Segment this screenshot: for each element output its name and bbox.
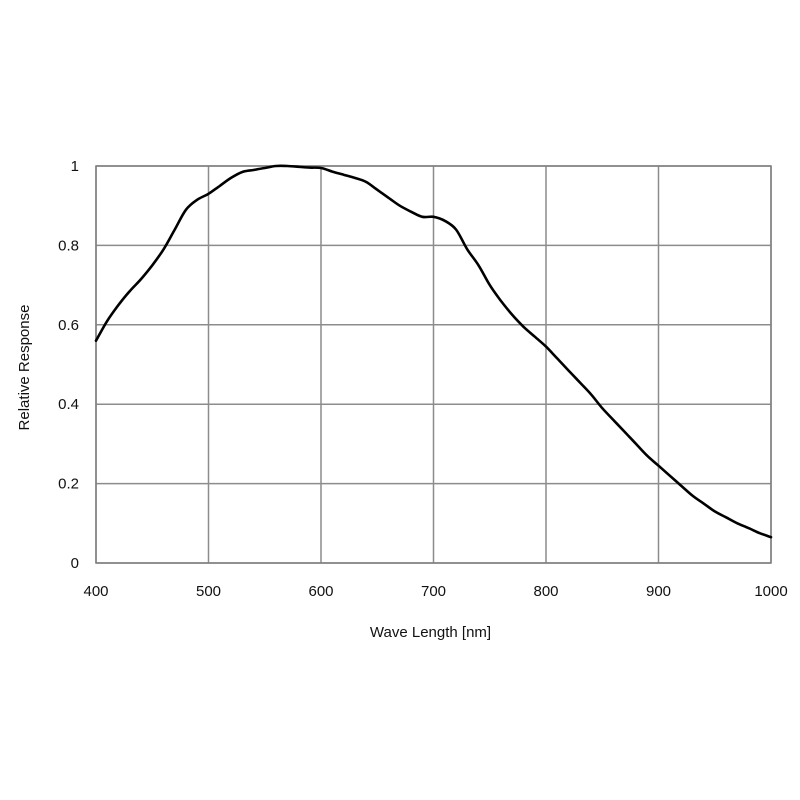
x-tick-label: 600 [308, 583, 333, 600]
x-tick-label: 500 [196, 583, 221, 600]
vertical-gridlines [95, 166, 772, 563]
y-axis-title: Relative Response [16, 305, 33, 431]
y-tick-label: 0.4 [58, 396, 79, 413]
y-tick-label: 1 [71, 158, 79, 175]
y-tick-labels: 0 0.2 0.4 0.6 0.8 1 [58, 158, 79, 572]
x-tick-labels: 400 500 600 700 800 900 1000 [83, 583, 787, 600]
x-tick-label: 900 [646, 583, 671, 600]
y-tick-label: 0.8 [58, 237, 79, 254]
x-tick-label: 700 [421, 583, 446, 600]
x-tick-label: 800 [533, 583, 558, 600]
response-curve [94, 164, 773, 539]
plot-frame [95, 165, 772, 564]
y-tick-label: 0.2 [58, 476, 79, 493]
x-tick-label: 1000 [754, 583, 787, 600]
x-tick-label: 400 [83, 583, 108, 600]
x-axis-title: Wave Length [nm] [370, 624, 491, 641]
y-tick-label: 0.6 [58, 317, 79, 334]
y-tick-label: 0 [71, 555, 79, 572]
